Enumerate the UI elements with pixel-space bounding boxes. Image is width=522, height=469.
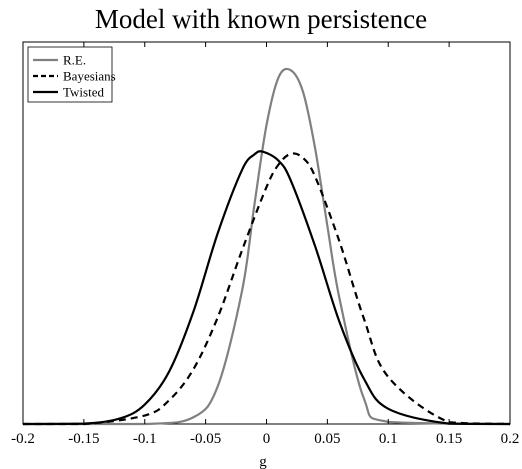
chart-title: Model with known persistence [95, 4, 427, 34]
legend-label: Bayesians [63, 69, 116, 84]
series-layer [22, 67, 511, 426]
x-tick-label: -0.05 [190, 431, 221, 447]
legend-label: R.E. [63, 53, 86, 68]
x-axis-ticks: -0.2 -0.15 -0.1 -0.05 0 0.05 0.1 0.15 0.2 [11, 42, 519, 447]
x-tick-label: -0.15 [68, 431, 99, 447]
x-tick-label: 0.2 [501, 431, 520, 447]
x-tick-label: 0 [263, 431, 271, 447]
series-line-r-e [23, 67, 511, 426]
x-tick-label: 0.1 [379, 431, 398, 447]
x-tick-label: 0.15 [436, 431, 462, 447]
legend-label: Twisted [63, 85, 104, 100]
series-line-twisted [22, 150, 511, 426]
x-tick-label: -0.2 [11, 431, 35, 447]
x-axis-label: g [259, 454, 267, 469]
series-line-bayesians [23, 152, 511, 426]
x-tick-label: -0.1 [133, 431, 157, 447]
x-tick-label: 0.05 [314, 431, 340, 447]
